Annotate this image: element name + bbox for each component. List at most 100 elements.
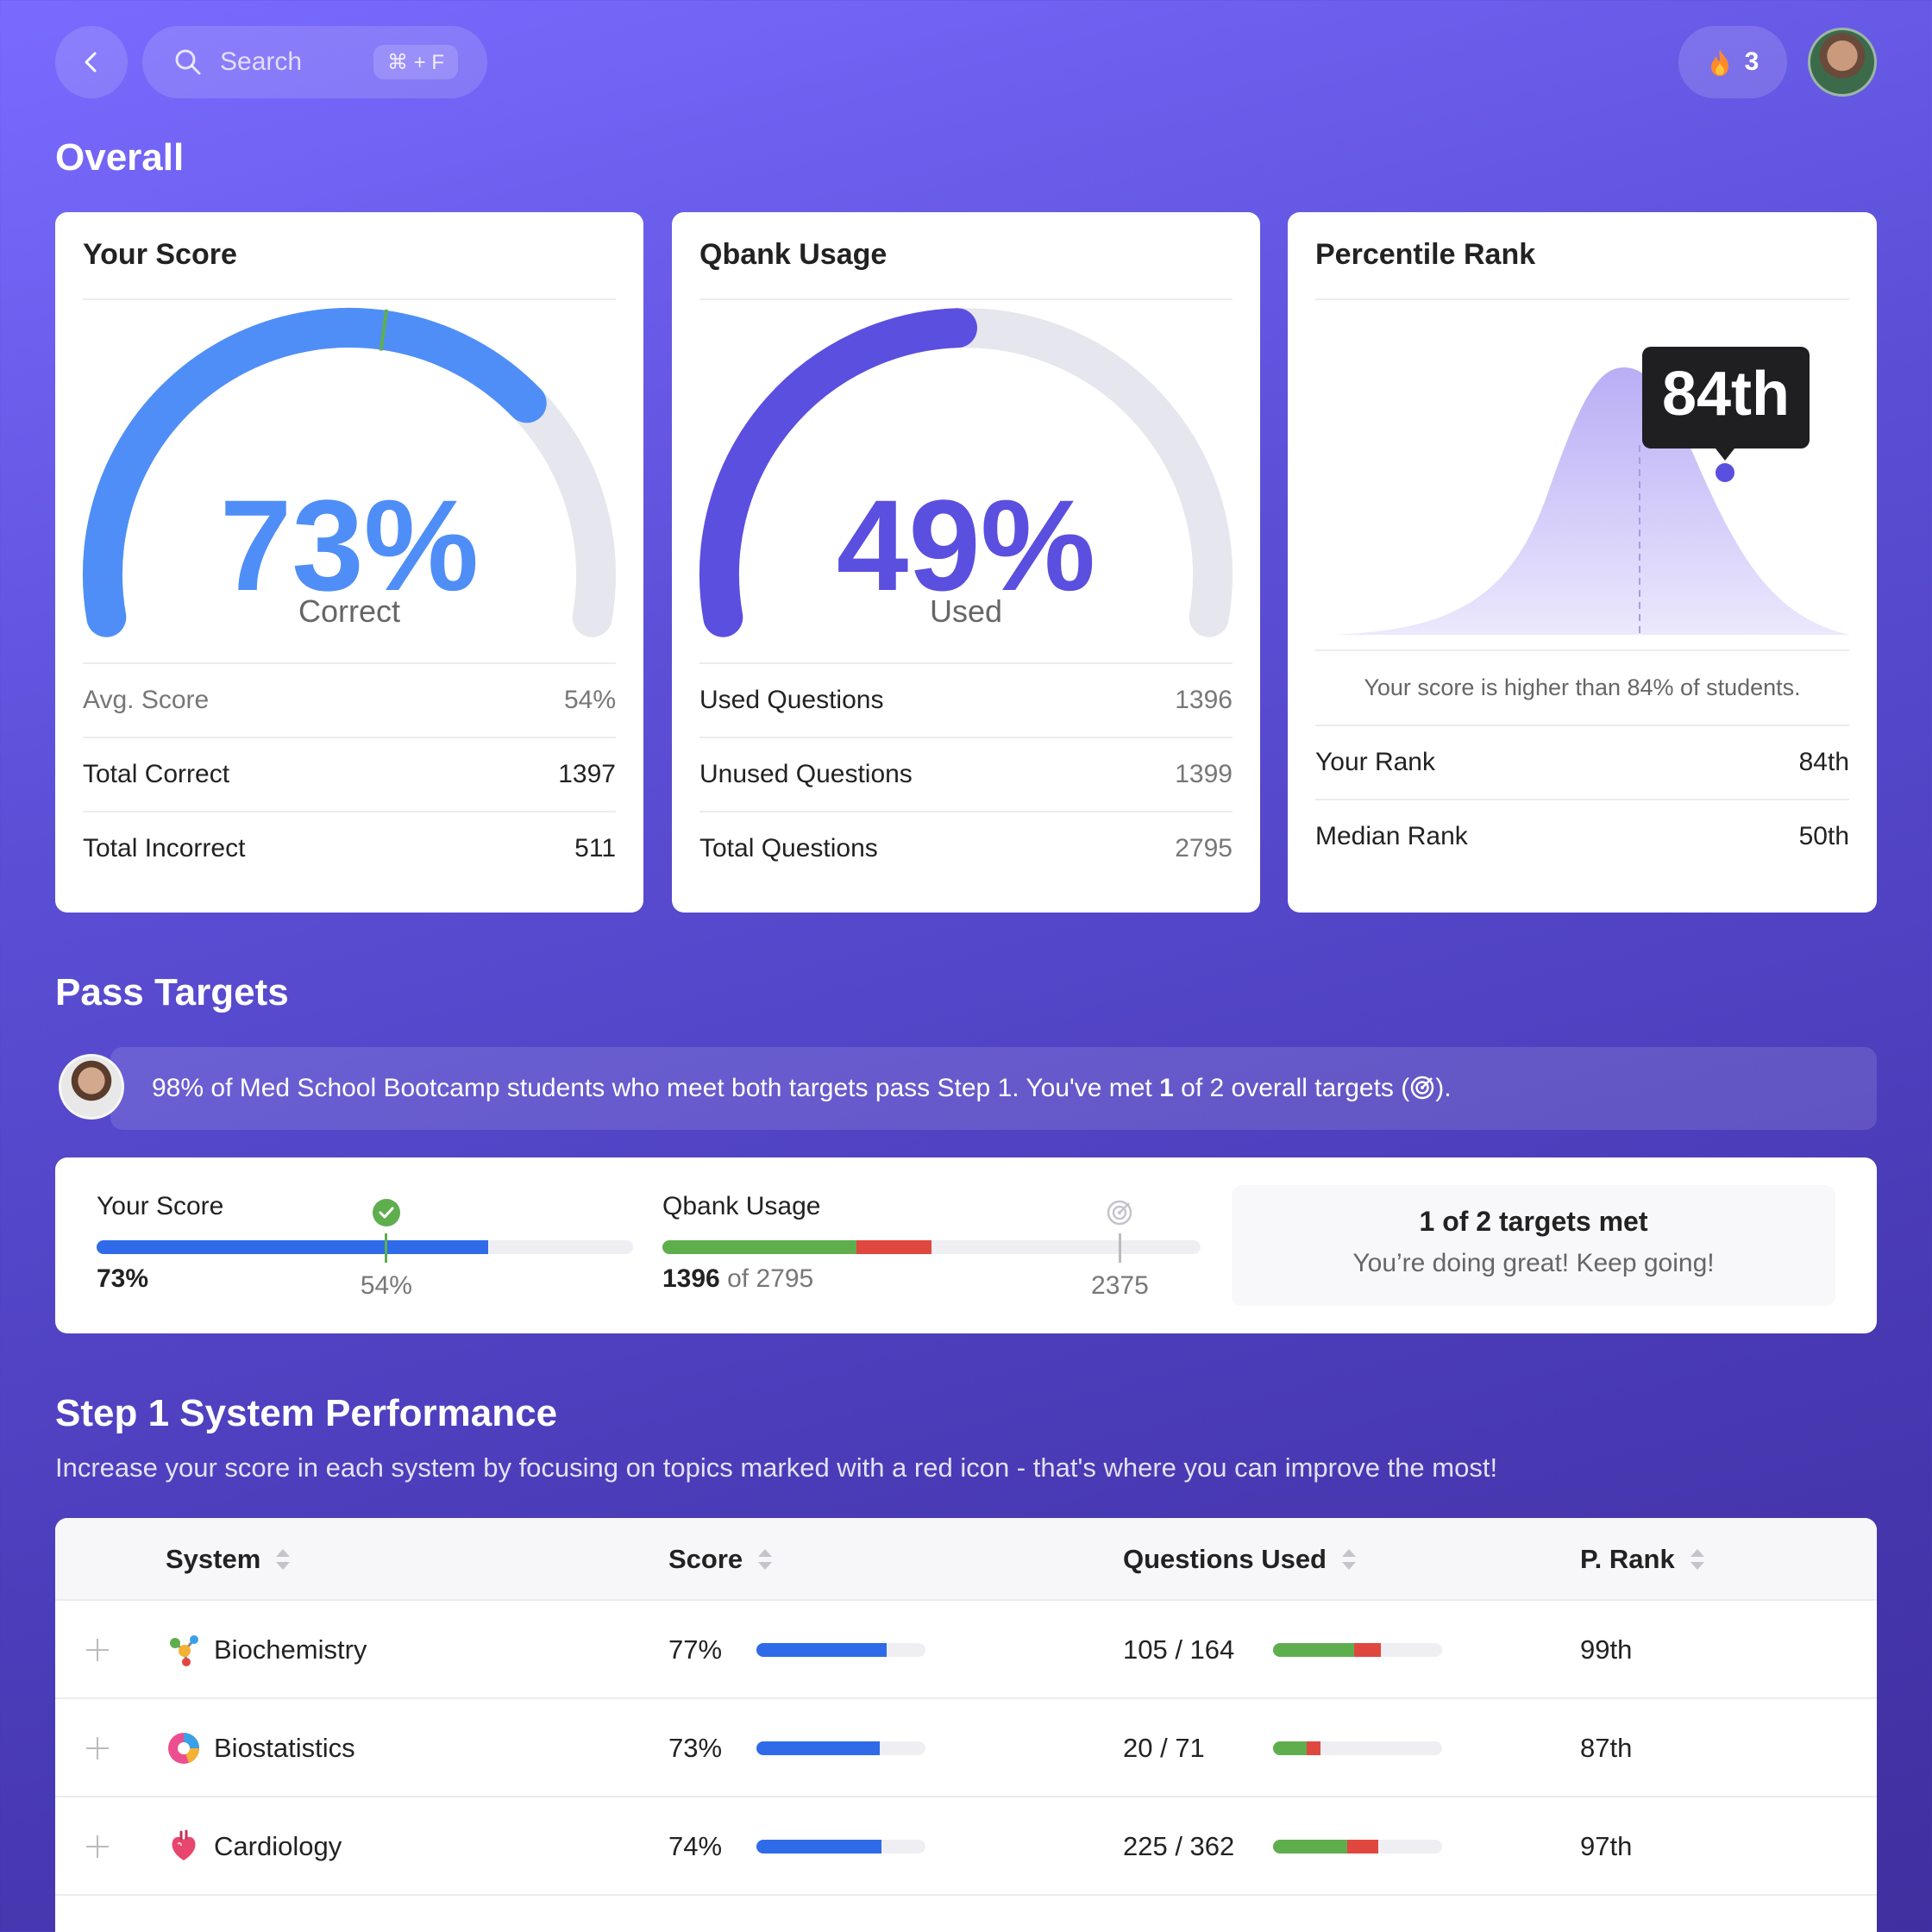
banner-text-middle: of 2 overall targets (: [1173, 1074, 1410, 1102]
p-rank-value: 87th: [1580, 1733, 1633, 1763]
header-questions-used[interactable]: Questions Used: [1123, 1544, 1356, 1575]
molecule-icon: [170, 1635, 198, 1666]
top-bar: Search ⌘ + F 3: [55, 26, 1877, 98]
score-percent: 73%: [219, 473, 480, 618]
row-questions-correct-fill: [1273, 1643, 1355, 1657]
target-usage-used: 1396: [662, 1264, 720, 1293]
row-score-bar: [756, 1741, 925, 1755]
table-row[interactable]: [55, 1896, 1877, 1932]
row-score-bar-fill: [756, 1840, 882, 1854]
row-questions-correct-fill: [1273, 1840, 1348, 1854]
score-target-bar-fill: [97, 1240, 489, 1254]
targets-summary: 1 of 2 targets met You’re doing great! K…: [1232, 1185, 1835, 1306]
stat-row-median-rank: Median Rank 50th: [1315, 799, 1849, 873]
header-score-label: Score: [668, 1544, 743, 1574]
row-questions-incorrect-fill: [1307, 1741, 1320, 1755]
targets-summary-title: 1 of 2 targets met: [1419, 1206, 1648, 1237]
heart-icon: [172, 1829, 196, 1860]
p-rank-value: 99th: [1580, 1634, 1633, 1665]
row-questions-bar: [1273, 1741, 1442, 1755]
your-rank-dot: [1716, 463, 1734, 482]
score-value: 74%: [668, 1831, 723, 1861]
qbank-usage-card: Qbank Usage 49% Used Used Questions 1396…: [672, 212, 1260, 913]
target-usage-value: 1396 of 2795: [662, 1264, 813, 1294]
qbank-usage-card-title: Qbank Usage: [699, 238, 888, 271]
usage-target-marker: [1118, 1233, 1121, 1263]
your-score-card: Your Score 73% Correct Avg. Score 54% To…: [55, 212, 643, 913]
stat-label: Total Questions: [699, 834, 878, 862]
system-name-cell: Biochemistry: [166, 1601, 367, 1699]
stat-value: 84th: [1798, 748, 1849, 776]
stat-label: Total Correct: [83, 760, 230, 788]
system-performance-table: System Score Questions Used P. Rank: [55, 1518, 1877, 1932]
sort-icon: [1342, 1549, 1356, 1570]
usage-gauge-fill: [699, 308, 977, 637]
score-value: 77%: [668, 1634, 723, 1665]
system-name-cell: Biostatistics: [166, 1699, 355, 1797]
expand-plus-icon[interactable]: [86, 1737, 109, 1760]
stat-row-total-incorrect: Total Incorrect 511: [83, 811, 616, 885]
stat-label: Used Questions: [699, 686, 884, 714]
row-score-bar-fill: [756, 1741, 881, 1755]
table-header: System Score Questions Used P. Rank: [55, 1518, 1877, 1601]
row-score-bar: [756, 1840, 925, 1854]
sort-icon: [276, 1549, 291, 1570]
target-icon: [1411, 1076, 1434, 1100]
target-icon: [1107, 1200, 1132, 1226]
header-score[interactable]: Score: [668, 1544, 773, 1575]
banner-met-count: 1: [1159, 1074, 1174, 1102]
check-circle-icon: [372, 1199, 400, 1226]
sort-icon: [1690, 1549, 1704, 1570]
row-questions-correct-fill: [1273, 1741, 1308, 1755]
stat-value: 511: [574, 834, 616, 862]
stat-label: Your Rank: [1315, 748, 1435, 776]
system-name: Cardiology: [214, 1831, 342, 1861]
pass-targets-banner: 98% of Med School Bootcamp students who …: [110, 1047, 1877, 1130]
stat-label: Unused Questions: [699, 760, 913, 788]
score-value: 73%: [668, 1733, 723, 1763]
stat-value: 1397: [558, 760, 616, 788]
stat-value: 2795: [1175, 834, 1233, 862]
flame-icon: [1710, 49, 1728, 76]
table-row[interactable]: Cardiology 74% 225 / 362 97th: [55, 1797, 1877, 1896]
table-row[interactable]: Biostatistics 73% 20 / 71 87th: [55, 1699, 1877, 1797]
questions-used-value: 20 / 71: [1123, 1733, 1205, 1763]
your-score-card-title: Your Score: [83, 238, 237, 271]
search-input[interactable]: Search ⌘ + F: [142, 26, 487, 98]
row-questions-incorrect-fill: [1354, 1643, 1382, 1657]
streak-badge[interactable]: 3: [1678, 26, 1787, 98]
stat-value: 54%: [563, 686, 616, 714]
pie-chart-icon: [168, 1733, 200, 1764]
percentile-distribution-chart: [1315, 347, 1850, 651]
score-target-marker: [385, 1233, 388, 1263]
rank-tooltip: [1642, 347, 1810, 448]
stat-label: Avg. Score: [83, 686, 210, 714]
search-shortcut: ⌘ + F: [373, 45, 458, 79]
card-divider: [83, 298, 616, 300]
score-gauge-fill: [83, 307, 547, 637]
expand-plus-icon[interactable]: [86, 1835, 109, 1858]
header-questions-label: Questions Used: [1123, 1544, 1327, 1574]
user-avatar[interactable]: [1808, 28, 1877, 97]
avg-score-marker: [379, 309, 389, 351]
back-button[interactable]: [55, 26, 128, 98]
stat-row-total-questions: Total Questions 2795: [699, 811, 1233, 885]
header-p-rank[interactable]: P. Rank: [1580, 1544, 1704, 1575]
percentile-card-title: Percentile Rank: [1315, 238, 1536, 271]
table-row[interactable]: Biochemistry 77% 105 / 164 99th: [55, 1601, 1877, 1699]
card-divider: [699, 298, 1233, 300]
search-placeholder: Search: [220, 47, 303, 76]
overall-title: Overall: [55, 136, 185, 179]
expand-plus-icon[interactable]: [86, 1639, 109, 1661]
stat-row-your-rank: Your Rank 84th: [1315, 724, 1849, 799]
stat-row-unused-questions: Unused Questions 1399: [699, 737, 1233, 811]
header-system[interactable]: System: [166, 1544, 291, 1575]
percentile-note: Your score is higher than 84% of student…: [1364, 674, 1801, 700]
targets-summary-text: You’re doing great! Keep going!: [1352, 1249, 1715, 1277]
score-target-bar: [97, 1240, 633, 1254]
stat-label: Total Incorrect: [83, 834, 246, 862]
rank-tooltip-text: 84th: [1661, 360, 1791, 429]
banner-text-start: 98% of Med School Bootcamp students who …: [152, 1074, 1160, 1102]
system-name-cell: Cardiology: [166, 1797, 342, 1896]
row-score-bar-fill: [756, 1643, 887, 1657]
